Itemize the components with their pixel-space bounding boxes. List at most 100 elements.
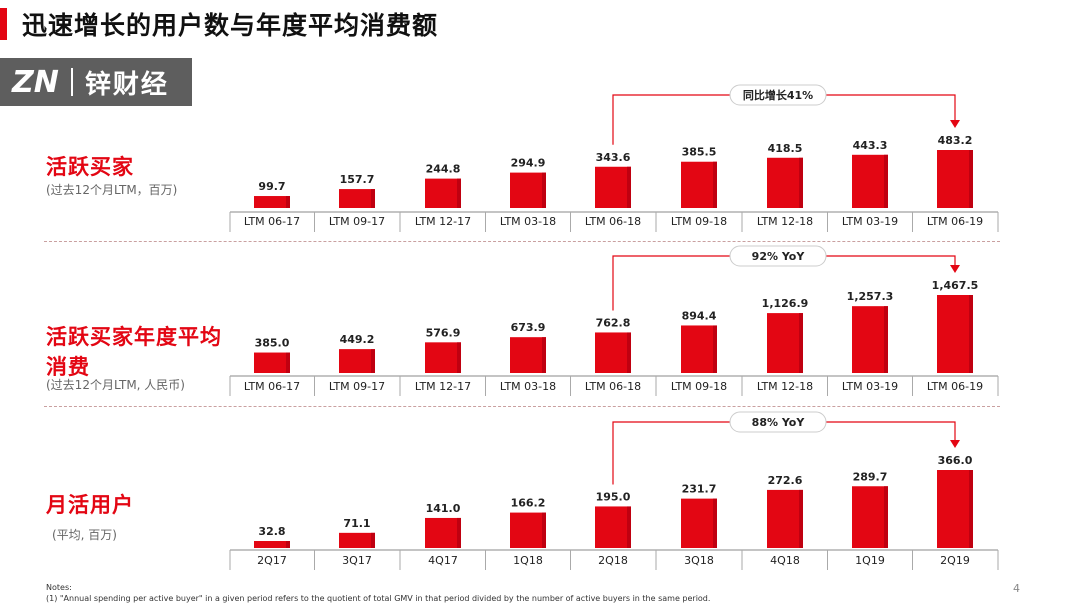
notes-line-1: (1) "Annual spending per active buyer" i… xyxy=(46,594,711,603)
section-subtitle-mau: (平均, 百万) xyxy=(52,528,117,542)
category-tick-label: LTM 06-18 xyxy=(585,215,641,228)
data-label: 343.6 xyxy=(596,151,631,164)
bar xyxy=(767,157,803,208)
bar xyxy=(852,306,888,373)
data-label: 1,126.9 xyxy=(762,297,809,310)
watermark-logo: ZN 锌财经 xyxy=(0,58,192,106)
bar xyxy=(510,337,546,373)
category-tick-label: LTM 06-19 xyxy=(927,380,983,393)
category-tick-label: 3Q18 xyxy=(684,554,714,567)
bar-shade xyxy=(286,541,290,548)
category-tick-label: LTM 06-17 xyxy=(244,380,300,393)
bar-shade xyxy=(457,342,461,373)
category-tick-label: LTM 06-19 xyxy=(927,215,983,228)
data-label: 1,467.5 xyxy=(932,279,979,292)
page-title: 迅速增长的用户数与年度平均消费额 xyxy=(22,11,439,40)
bar xyxy=(937,295,973,373)
bar xyxy=(937,470,973,548)
bar-shade xyxy=(799,157,803,208)
bar-shade xyxy=(627,332,631,373)
data-label: 449.2 xyxy=(340,333,375,346)
data-label: 195.0 xyxy=(596,490,631,503)
category-tick-label: LTM 12-18 xyxy=(757,215,813,228)
bar-shade xyxy=(371,189,375,208)
section-title-mau: 月活用户 xyxy=(46,493,134,517)
logo-mark: ZN xyxy=(12,64,59,100)
bar-shade xyxy=(627,166,631,208)
data-label: 1,257.3 xyxy=(847,290,894,303)
growth-badge xyxy=(729,84,827,106)
bar-shade xyxy=(713,325,717,373)
bar xyxy=(595,506,631,548)
category-tick-label: LTM 12-17 xyxy=(415,380,471,393)
bar-shade xyxy=(799,489,803,548)
section-title-active-buyers: 活跃买家 xyxy=(46,155,134,179)
category-tick-label: LTM 09-17 xyxy=(329,215,385,228)
bar xyxy=(595,332,631,373)
category-tick-label: LTM 09-17 xyxy=(329,380,385,393)
section-subtitle-annual-spending: (过去12个月LTM, 人民币) xyxy=(46,378,185,392)
data-label: 294.9 xyxy=(511,157,546,170)
logo-name: 锌财经 xyxy=(84,69,169,100)
growth-badge xyxy=(729,245,827,267)
category-tick-label: 4Q17 xyxy=(428,554,458,567)
data-label: 385.5 xyxy=(682,146,717,159)
category-tick-label: LTM 12-18 xyxy=(757,380,813,393)
data-label: 99.7 xyxy=(258,180,285,193)
section-subtitle-active-buyers: (过去12个月LTM，百万) xyxy=(46,183,178,197)
bar xyxy=(510,512,546,548)
section-title-annual-spending: 活跃买家年度平均消费 xyxy=(46,325,222,379)
growth-badge xyxy=(729,411,827,433)
section-divider xyxy=(44,241,1000,242)
bar xyxy=(339,349,375,373)
bar-shade xyxy=(884,306,888,373)
bar xyxy=(254,352,290,373)
growth-badge-label: 同比增长41% xyxy=(743,88,813,102)
bar-shade xyxy=(542,337,546,373)
category-tick-label: LTM 03-18 xyxy=(500,380,556,393)
category-tick-label: 1Q19 xyxy=(855,554,885,567)
data-label: 762.8 xyxy=(596,316,631,329)
bar xyxy=(425,517,461,548)
data-label: 32.8 xyxy=(258,525,285,538)
data-label: 231.7 xyxy=(682,483,717,496)
data-label: 673.9 xyxy=(511,321,546,334)
category-tick-label: LTM 09-18 xyxy=(671,215,727,228)
data-label: 366.0 xyxy=(938,454,973,467)
bar-shade xyxy=(799,313,803,373)
logo-separator xyxy=(70,68,73,96)
category-tick-label: 1Q18 xyxy=(513,554,543,567)
section-divider xyxy=(44,406,1000,407)
data-label: 894.4 xyxy=(682,309,717,322)
growth-arrowhead xyxy=(950,440,960,448)
category-tick-label: LTM 03-18 xyxy=(500,215,556,228)
bar xyxy=(339,532,375,548)
data-label: 385.0 xyxy=(255,337,290,350)
bar-shade xyxy=(286,196,290,208)
title-accent-bar xyxy=(0,8,7,40)
bar-shade xyxy=(457,517,461,548)
bar-shade xyxy=(884,486,888,548)
bar xyxy=(595,166,631,208)
bar-shade xyxy=(457,178,461,208)
data-label: 483.2 xyxy=(938,134,973,147)
data-label: 443.3 xyxy=(853,139,888,152)
data-label: 166.2 xyxy=(511,497,546,510)
page-number: 4 xyxy=(1013,582,1020,595)
bar xyxy=(425,342,461,373)
bar-shade xyxy=(969,295,973,373)
category-tick-label: 2Q17 xyxy=(257,554,287,567)
bar xyxy=(254,541,290,548)
category-tick-label: LTM 03-19 xyxy=(842,380,898,393)
data-label: 244.8 xyxy=(426,163,461,176)
bar-shade xyxy=(542,512,546,548)
bar-shade xyxy=(884,154,888,208)
bar-shade xyxy=(969,150,973,208)
bar xyxy=(767,489,803,548)
growth-badge-label: 92% YoY xyxy=(752,250,806,263)
growth-arrowhead xyxy=(950,265,960,273)
bar-shade xyxy=(713,498,717,548)
bar xyxy=(681,325,717,373)
growth-arrowhead xyxy=(950,120,960,128)
bar-shade xyxy=(713,161,717,208)
